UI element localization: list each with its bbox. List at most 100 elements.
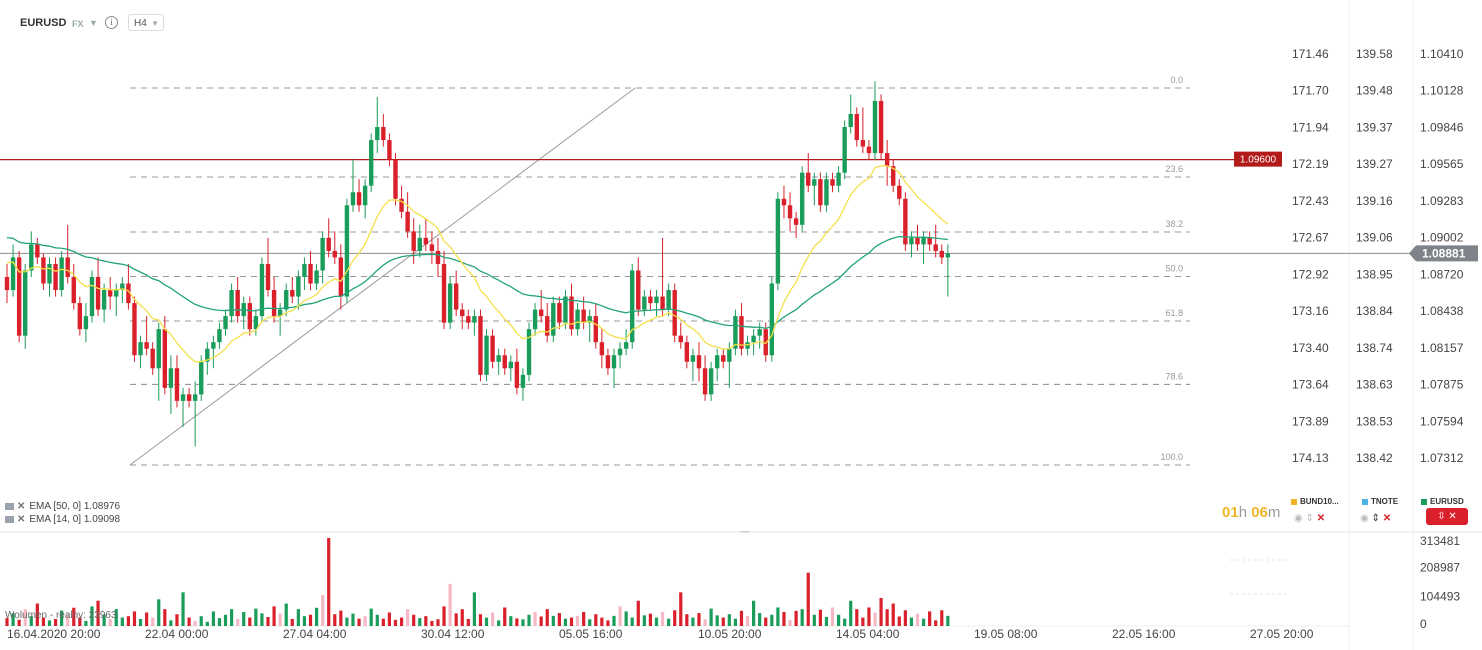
close-icon[interactable]: ✕ [17, 514, 26, 525]
volume-bar [812, 614, 816, 626]
x-tick-label: 27.05 20:00 [1250, 627, 1314, 641]
candle-body [89, 276, 95, 317]
volume-bar [594, 614, 598, 626]
timeframe-select[interactable]: H4 ▼ [128, 14, 164, 31]
candle-body [575, 309, 580, 330]
x-tick-label: 16.04.2020 20:00 [7, 627, 101, 641]
y-tick-label-secondary: 139.06 [1356, 231, 1393, 245]
sort-icon[interactable]: ⇕ [1305, 513, 1314, 524]
candle-body [393, 159, 398, 199]
volume-bar [849, 600, 853, 626]
settings-icon[interactable] [5, 502, 14, 510]
y-tick-label-primary: 1.08720 [1420, 267, 1464, 281]
y-tick-label-secondary: 138.74 [1356, 341, 1393, 355]
volume-bar [691, 617, 695, 626]
candle-body [460, 309, 465, 317]
indicator-ema14[interactable]: ✕ EMA [14, 0] 1.09098 [5, 514, 120, 526]
volume-bar [527, 614, 531, 626]
color-swatch [1291, 498, 1297, 505]
candle-body [180, 394, 186, 401]
chevron-down-icon[interactable]: ▼ [89, 18, 98, 28]
candle-body [253, 316, 259, 330]
ema-50-line [6, 235, 948, 330]
candle-body [727, 348, 732, 362]
symbol-name[interactable]: EURUSD [20, 17, 67, 29]
fibonacci-level-label: 38.2 [1165, 219, 1183, 229]
volume-bar [90, 606, 94, 626]
candle-body [350, 192, 356, 206]
eurusd-remove-button[interactable]: ⇳ ✕ [1426, 508, 1468, 525]
info-icon[interactable]: i [105, 16, 118, 29]
volume-tick-label: 104493 [1420, 590, 1460, 604]
candle-body [617, 348, 623, 356]
legend-bund[interactable]: BUND10... [1291, 497, 1339, 506]
y-tick-label-secondary: 139.48 [1356, 84, 1393, 98]
sort-icon[interactable]: ⇕ [1371, 513, 1380, 524]
market-label: FX [72, 19, 84, 29]
volume-bar [17, 619, 21, 626]
candle-body [721, 355, 726, 362]
volume-bar [351, 613, 355, 626]
candle-body [563, 296, 568, 323]
volume-bar [430, 620, 434, 626]
candle-body [763, 329, 768, 356]
volume-bar [782, 611, 786, 626]
volume-bar [114, 609, 118, 626]
candle-body [496, 355, 501, 362]
y-tick-label-secondary: 138.53 [1356, 414, 1393, 428]
fibonacci-level-label: 50.0 [1165, 264, 1183, 274]
volume-bar [697, 613, 701, 626]
candle-body [702, 368, 708, 395]
candle-body [144, 342, 149, 349]
volume-bar [752, 600, 756, 626]
candle-body [933, 244, 938, 251]
candle-body [514, 361, 520, 388]
y-tick-label-primary: 1.09283 [1420, 194, 1464, 208]
volume-bar [442, 606, 446, 626]
volume-bar [266, 617, 270, 626]
candle-body [799, 172, 805, 225]
volume-bar [642, 615, 646, 626]
indicator-ema50[interactable]: ✕ EMA [50, 0] 1.08976 [5, 501, 120, 513]
volume-bar [721, 617, 725, 626]
candle-body [441, 263, 447, 323]
volume-bar [472, 592, 476, 626]
legend-tnote[interactable]: TNOTE [1362, 497, 1398, 506]
close-icon: ✕ [1448, 511, 1457, 522]
volume-bar [5, 618, 9, 626]
candle-body [223, 316, 228, 330]
eye-icon[interactable]: ◉ [1294, 513, 1303, 524]
volume-tick-label: 313481 [1420, 534, 1460, 548]
candle-body [648, 296, 653, 304]
volume-tick-label: 0 [1420, 617, 1427, 631]
candle-body [587, 316, 592, 323]
close-icon[interactable]: ✕ [1316, 513, 1326, 524]
candle-body [903, 198, 908, 245]
candle-body [745, 342, 750, 349]
y-tick-label-primary: 1.09002 [1420, 231, 1464, 245]
legend-eurusd[interactable]: EURUSD [1421, 497, 1464, 506]
volume-bar [169, 620, 173, 626]
volume-bar [618, 606, 622, 626]
settings-icon[interactable] [5, 515, 14, 523]
volume-bar [491, 612, 495, 626]
volume-bar [503, 607, 507, 626]
volume-bar [345, 617, 349, 626]
eye-icon[interactable]: ◉ [1360, 513, 1369, 524]
candle-body [684, 342, 690, 362]
candle-body [71, 276, 76, 304]
y-tick-label-secondary: 139.16 [1356, 194, 1393, 208]
candle-body [660, 296, 665, 310]
volume-bar [836, 614, 841, 626]
candle-body [174, 368, 180, 401]
close-icon[interactable]: ✕ [17, 501, 26, 512]
volume-bar [460, 609, 464, 626]
chevron-down-icon: ▼ [151, 19, 159, 28]
volume-bar [921, 618, 926, 626]
close-icon[interactable]: ✕ [1382, 513, 1392, 524]
candle-body [277, 309, 283, 317]
current-price-value: 1.08881 [1422, 246, 1466, 260]
x-tick-label: 19.05 08:00 [974, 627, 1038, 641]
volume-bar [940, 610, 944, 626]
